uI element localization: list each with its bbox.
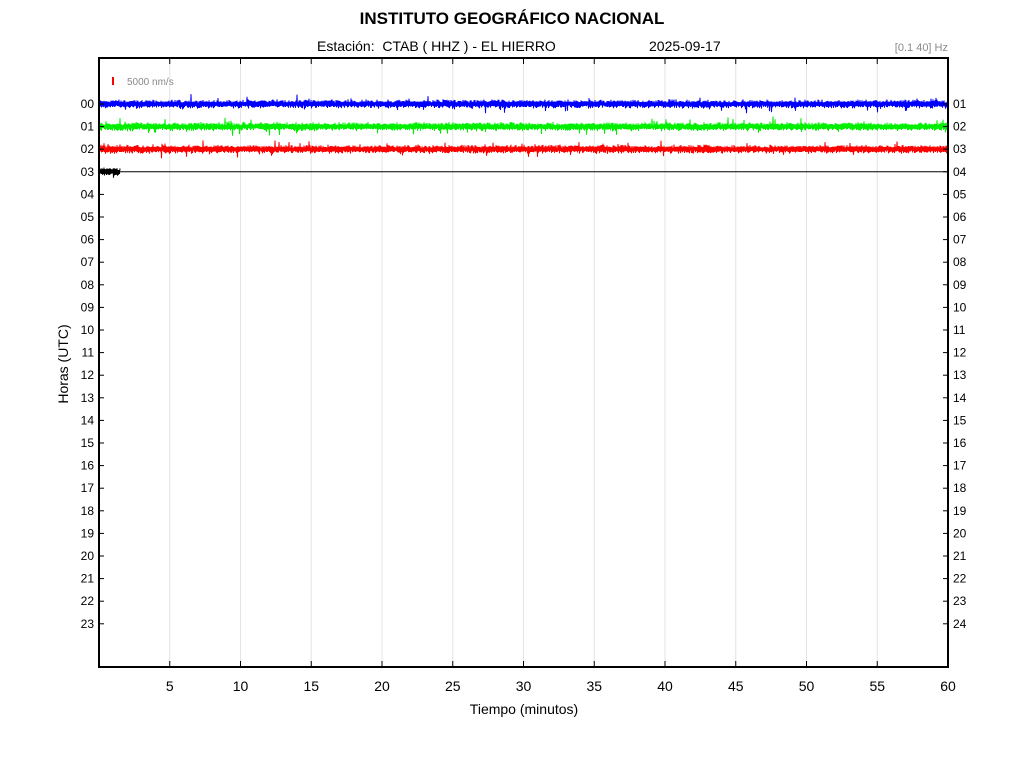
hour-label-right: 14 bbox=[953, 391, 967, 405]
trace-hour-02 bbox=[98, 140, 949, 159]
hour-label-left: 11 bbox=[82, 346, 95, 360]
x-tick-label: 55 bbox=[869, 678, 885, 694]
hour-label-left: 06 bbox=[81, 233, 95, 247]
y-axis-label: Horas (UTC) bbox=[55, 324, 71, 403]
x-tick-label: 40 bbox=[657, 678, 673, 694]
hour-label-left: 07 bbox=[81, 255, 95, 269]
hour-label-left: 14 bbox=[81, 413, 95, 427]
x-tick-label: 10 bbox=[233, 678, 249, 694]
scale-bar-label: 5000 nm/s bbox=[127, 77, 174, 88]
x-tick-label: 35 bbox=[586, 678, 602, 694]
hour-label-right: 22 bbox=[953, 572, 967, 586]
hour-label-left: 21 bbox=[81, 572, 95, 586]
hour-label-right: 06 bbox=[953, 210, 967, 224]
hour-label-left: 16 bbox=[81, 459, 95, 473]
hour-label-left: 04 bbox=[81, 187, 95, 201]
hour-label-left: 18 bbox=[81, 504, 95, 518]
hour-label-left: 17 bbox=[81, 481, 95, 495]
x-tick-label: 20 bbox=[374, 678, 390, 694]
x-tick-label: 50 bbox=[799, 678, 815, 694]
seismic-traces bbox=[98, 94, 949, 178]
hour-labels-left: 00 01 02 03 04 05 06 07 08 09 10 11 12 13 14 15 16 17 18 19… bbox=[81, 97, 104, 631]
trace-hour-00 bbox=[98, 94, 949, 114]
hour-label-right: 01 bbox=[953, 97, 967, 111]
hour-label-right: 03 bbox=[953, 142, 967, 156]
x-tick-label: 5 bbox=[166, 678, 174, 694]
trace-hour-01 bbox=[98, 116, 949, 136]
x-tick-label: 15 bbox=[303, 678, 319, 694]
hour-label-right: 16 bbox=[953, 436, 967, 450]
hour-label-left: 22 bbox=[81, 594, 95, 608]
hour-label-left: 09 bbox=[81, 300, 95, 314]
hour-label-left: 12 bbox=[81, 368, 95, 382]
filter-band: [0.1 40] Hz bbox=[894, 42, 948, 54]
hour-labels-right: 01 02 03 04 05 06 07 08 09 10 11 12 13 14 15 16 17 18 19 20… bbox=[943, 97, 967, 631]
hour-label-right: 21 bbox=[953, 549, 967, 563]
hour-label-left: 10 bbox=[81, 323, 95, 337]
chart-title: INSTITUTO GEOGRÁFICO NACIONAL bbox=[359, 9, 665, 28]
hour-label-left: 01 bbox=[81, 120, 95, 134]
record-date: 2025-09-17 bbox=[649, 38, 721, 54]
hour-label-right: 12 bbox=[953, 346, 967, 360]
scale-bar-mark bbox=[112, 77, 114, 85]
hour-label-left: 03 bbox=[81, 165, 95, 179]
hour-label-right: 09 bbox=[953, 278, 967, 292]
x-tick-label: 45 bbox=[728, 678, 744, 694]
hour-label-right: 11 bbox=[953, 323, 966, 337]
hour-label-right: 15 bbox=[953, 413, 967, 427]
hour-label-right: 18 bbox=[953, 481, 967, 495]
vertical-grid bbox=[169, 58, 878, 667]
x-axis-label: Tiempo (minutos) bbox=[470, 701, 578, 717]
hour-label-left: 02 bbox=[81, 142, 95, 156]
hour-label-left: 23 bbox=[81, 617, 95, 631]
hour-label-right: 10 bbox=[953, 300, 967, 314]
hour-label-right: 20 bbox=[953, 526, 967, 540]
x-tick-label: 60 bbox=[940, 678, 956, 694]
hour-label-right: 17 bbox=[953, 459, 967, 473]
hour-label-right: 13 bbox=[953, 368, 967, 382]
trace-hour-03 bbox=[98, 167, 121, 178]
hour-label-right: 04 bbox=[953, 165, 967, 179]
hour-label-left: 13 bbox=[81, 391, 95, 405]
hour-label-left: 20 bbox=[81, 549, 95, 563]
hour-label-right: 08 bbox=[953, 255, 967, 269]
hour-label-left: 05 bbox=[81, 210, 95, 224]
x-tick-label: 25 bbox=[445, 678, 461, 694]
hour-label-right: 02 bbox=[953, 120, 967, 134]
hour-label-right: 07 bbox=[953, 233, 967, 247]
hour-label-right: 05 bbox=[953, 187, 967, 201]
scale-bar: 5000 nm/s bbox=[112, 77, 174, 88]
x-ticks: 5 10 15 20 25 30 35 40 45 50 55 60 bbox=[166, 58, 956, 694]
x-tick-label: 30 bbox=[516, 678, 532, 694]
hour-label-left: 08 bbox=[81, 278, 95, 292]
hour-label-right: 24 bbox=[953, 617, 967, 631]
station-info: Estación: CTAB ( HHZ ) - EL HIERRO bbox=[317, 38, 556, 54]
hour-label-right: 19 bbox=[953, 504, 967, 518]
hour-label-left: 19 bbox=[81, 526, 95, 540]
hour-label-left: 15 bbox=[81, 436, 95, 450]
hour-label-right: 23 bbox=[953, 594, 967, 608]
hour-label-left: 00 bbox=[81, 97, 95, 111]
